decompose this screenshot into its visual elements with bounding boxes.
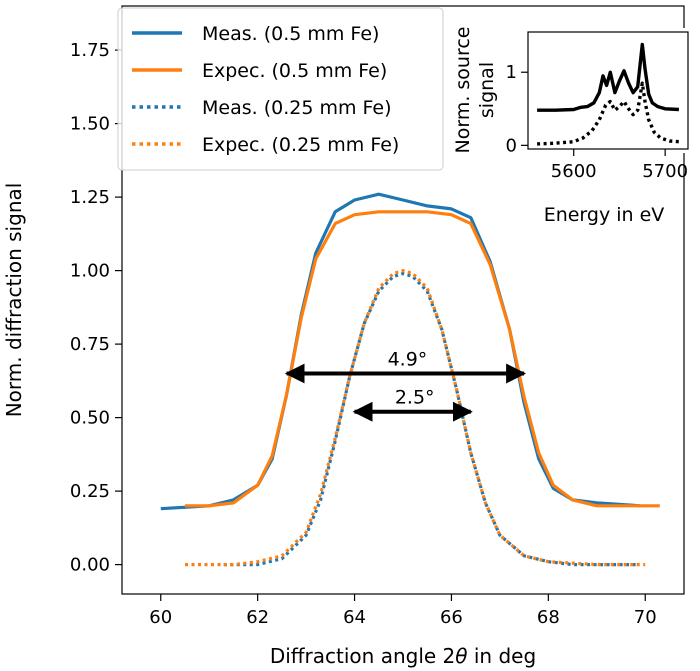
inset-x-tick-label: 5600 (551, 161, 597, 182)
main-y-axis-label: Norm. diffraction signal (2, 183, 26, 418)
annotation-label: 4.9° (388, 349, 428, 371)
inset-y-tick-label: 0 (506, 135, 517, 156)
inset-background (524, 28, 691, 153)
main-y-tick-label: 1.25 (70, 187, 110, 208)
inset-x-ticks: 5600 5700 (551, 149, 688, 182)
inset-series-group (537, 42, 680, 146)
inset-y-ticks: 01 (506, 62, 528, 156)
main-series-group (160, 192, 660, 567)
legend: Meas. (0.5 mm Fe) Expec. (0.5 mm Fe) Mea… (117, 7, 444, 171)
inset: 5600 5700 01 Energy in eV Norm. source si… (452, 27, 691, 226)
legend-entry-meas-05: Meas. (0.5 mm Fe) (132, 23, 379, 45)
legend-label-expec-025: Expec. (0.25 mm Fe) (202, 134, 399, 156)
main-x-axis-label: Diffraction angle 2θ in deg (270, 644, 536, 668)
series-line-meas-0-25-mm-fe (223, 271, 636, 567)
inset-y-axis-label-line2: signal (476, 62, 498, 118)
main-y-tick-label: 1.00 (70, 261, 110, 282)
legend-frame (117, 7, 444, 171)
main-y-tick-label: 1.50 (70, 114, 110, 135)
main-x-tick-label: 70 (634, 607, 657, 628)
legend-label-expec-05: Expec. (0.5 mm Fe) (202, 60, 387, 82)
main-y-tick-label: 0.00 (70, 555, 110, 576)
main-y-ticks: 0.00 0.25 0.50 0.75 1.00 1.25 1.50 1.75 (70, 40, 122, 576)
main-x-ticks: 60 62 64 66 68 70 (149, 594, 657, 628)
main-y-tick-label: 0.25 (70, 481, 110, 502)
inset-y-axis-label-line1: Norm. source (452, 27, 474, 154)
main-x-tick-label: 62 (246, 607, 269, 628)
main-x-tick-label: 64 (343, 607, 366, 628)
series-line-expec-0-25-mm-fe (185, 269, 646, 567)
legend-label-meas-025: Meas. (0.25 mm Fe) (202, 97, 392, 119)
legend-entry-expec-025: Expec. (0.25 mm Fe) (132, 134, 399, 156)
series-line-expec-0-5-mm-fe (185, 210, 660, 508)
inset-series-line-solid (537, 42, 679, 112)
main-axes-frame (121, 5, 685, 595)
inset-y-tick-label: 1 (506, 62, 517, 83)
main-y-tick-label: 0.75 (70, 334, 110, 355)
main-x-tick-label: 60 (149, 607, 172, 628)
inset-axes-frame (527, 31, 689, 150)
annotation-label: 2.5° (395, 387, 435, 409)
main-x-tick-label: 68 (537, 607, 560, 628)
legend-label-meas-05: Meas. (0.5 mm Fe) (202, 23, 379, 45)
inset-x-axis-label: Energy in eV (544, 204, 665, 226)
main-y-tick-label: 0.50 (70, 408, 110, 429)
main-y-tick-label: 1.75 (70, 40, 110, 61)
width-annotations: 4.9° 2.5° (284, 349, 527, 422)
main-x-tick-label: 66 (440, 607, 463, 628)
legend-entry-expec-05: Expec. (0.5 mm Fe) (132, 60, 387, 82)
inset-x-tick-label: 5700 (642, 161, 688, 182)
legend-entry-meas-025: Meas. (0.25 mm Fe) (132, 97, 392, 119)
